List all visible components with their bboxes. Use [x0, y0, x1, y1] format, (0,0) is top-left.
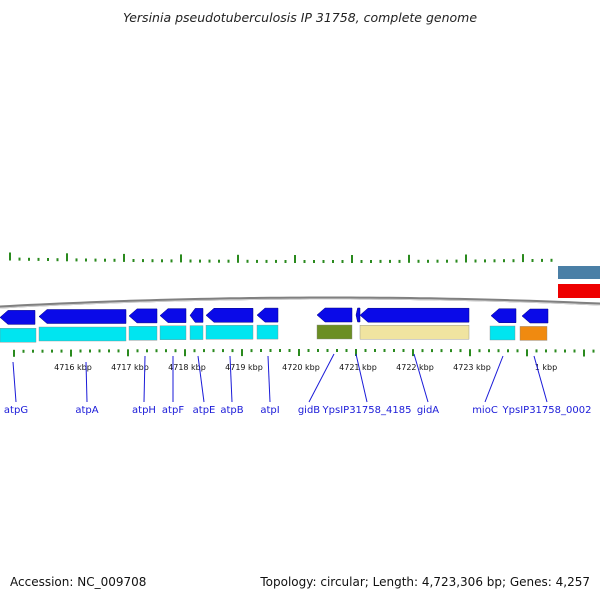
feature-box-row	[0, 324, 548, 343]
feature-box	[0, 328, 37, 343]
feature-box	[316, 324, 353, 340]
cds-arrow-gidB	[316, 307, 353, 323]
gene-label-atpB: atpB	[220, 405, 243, 416]
gene-label-gidA: gidA	[417, 405, 439, 416]
kbp-label: 4719 kbp	[225, 363, 263, 372]
leader-line	[267, 355, 271, 403]
feature-box	[189, 325, 204, 340]
leader-line	[229, 355, 233, 403]
kbp-label: 4718 kbp	[168, 363, 206, 372]
cds-arrow-atpH	[128, 308, 158, 324]
cds-arrow-gidA	[359, 307, 470, 323]
leader-line	[197, 355, 205, 403]
gene-label-YpsIP31758_0002: YpsIP31758_0002	[502, 405, 592, 416]
leader-line	[533, 355, 548, 403]
leader-line	[143, 355, 146, 403]
cds-arrow-mioC	[490, 308, 517, 323]
accession-text: Accession: NC_009708	[10, 575, 147, 589]
genome-backbone	[0, 296, 600, 309]
inner-tick-marks	[13, 349, 595, 357]
kbp-label: 4716 kbp	[54, 363, 92, 372]
kbp-label: 4720 kbp	[282, 363, 320, 372]
gene-label-mioC: mioC	[472, 405, 498, 416]
backbone-inner-line	[0, 298, 600, 309]
leader-line	[308, 353, 335, 403]
gene-label-atpE: atpE	[193, 405, 216, 416]
gene-label-gidB: gidB	[298, 405, 320, 416]
right-steel-bar	[558, 266, 600, 279]
kbp-label: 1 kbp	[535, 363, 557, 372]
feature-box	[489, 325, 516, 341]
gene-label-atpI: atpI	[260, 405, 279, 416]
leader-line	[85, 361, 88, 403]
gene-label-atpH: atpH	[132, 405, 156, 416]
cds-arrow-YpsIP31758_0002	[521, 308, 549, 324]
leader-line	[355, 353, 368, 403]
feature-box	[205, 325, 254, 340]
cds-arrow-atpB	[205, 308, 254, 323]
cds-arrow-atpE	[189, 308, 204, 323]
feature-box	[359, 325, 470, 340]
gene-leader-lines	[12, 353, 548, 403]
cds-arrow-atpA	[38, 309, 127, 324]
kbp-label: 4722 kbp	[396, 363, 434, 372]
cds-arrow-row	[0, 307, 549, 325]
gene-label-YpsIP31758_4185: YpsIP31758_4185	[322, 405, 412, 416]
feature-box	[256, 324, 279, 340]
feature-box	[159, 325, 187, 340]
cds-arrow-atpG	[0, 310, 36, 325]
cds-arrow-YpsIP31758_4185	[355, 307, 361, 323]
gene-label-group: atpG atpA atpH atpF atpE atpB atpI gidB YpsIP317…	[4, 405, 592, 416]
topology-text: Topology: circular; Length: 4,723,306 bp…	[260, 575, 590, 589]
right-red-bar	[558, 284, 600, 298]
kbp-label: 4717 kbp	[111, 363, 149, 372]
right-edge-features	[558, 266, 600, 298]
leader-line	[12, 361, 17, 403]
gene-label-atpA: atpA	[75, 405, 98, 416]
kbp-label: 4721 kbp	[339, 363, 377, 372]
cds-arrow-atpI	[256, 307, 279, 323]
outer-tick-marks	[9, 252, 553, 263]
feature-box	[128, 326, 158, 341]
gene-label-atpF: atpF	[162, 405, 184, 416]
leader-line	[484, 355, 504, 403]
kbp-label: 4723 kbp	[453, 363, 491, 372]
feature-box	[38, 326, 127, 342]
cds-arrow-atpF	[159, 308, 187, 323]
feature-box	[519, 326, 548, 341]
backbone-outer-line	[0, 296, 600, 309]
leader-line	[413, 353, 429, 403]
kbp-label-group: 4716 kbp 4717 kbp 4718 kbp 4719 kbp 4720 kbp…	[54, 363, 557, 372]
gene-label-atpG: atpG	[4, 405, 28, 416]
map-title: Yersinia pseudotuberculosis IP 31758, co…	[122, 10, 478, 25]
